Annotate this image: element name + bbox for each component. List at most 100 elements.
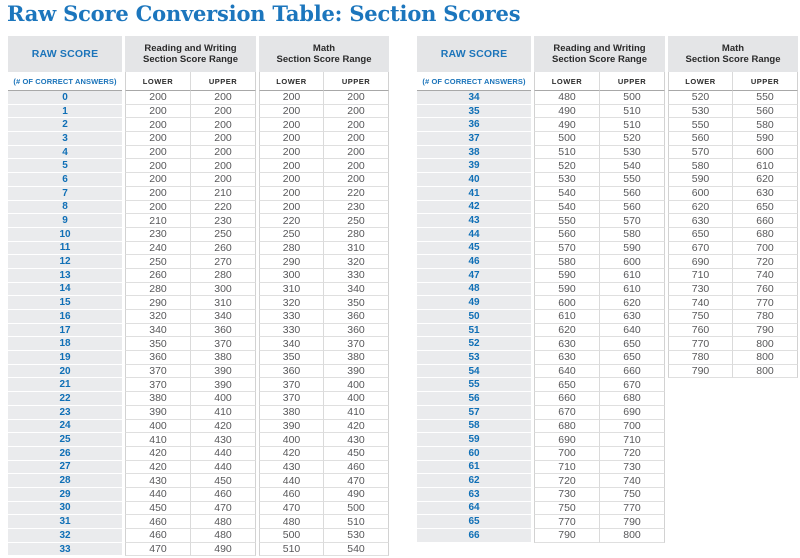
rw-lower-cell: 540	[534, 186, 599, 201]
raw-score-cell: 48	[417, 282, 531, 297]
math-lower-cell: 550	[668, 118, 732, 133]
math-lower-cell: 200	[259, 173, 323, 187]
math-lower-cell: 200	[259, 145, 323, 160]
raw-score-cell: 16	[8, 310, 122, 324]
rw-upper-cell: 730	[599, 460, 665, 475]
rw-upper-cell: 740	[599, 474, 665, 488]
raw-score-cell: 25	[8, 433, 122, 447]
rw-lower-cell: 370	[125, 364, 190, 379]
math-upper-header: UPPER	[323, 72, 389, 91]
raw-score-cell: 58	[417, 419, 531, 434]
rw-upper-cell: 790	[599, 515, 665, 529]
rw-upper-cell: 480	[190, 529, 256, 543]
math-upper-cell: 200	[323, 145, 389, 160]
raw-score-cell: 38	[417, 145, 531, 160]
raw-score-cell: 37	[417, 132, 531, 146]
raw-score-subheader: (# OF CORRECT ANSWERS)	[417, 72, 531, 91]
raw-score-cell: 14	[8, 282, 122, 297]
rw-upper-cell: 470	[190, 501, 256, 516]
raw-score-cell: 18	[8, 337, 122, 352]
rw-lower-cell: 200	[125, 118, 190, 133]
rw-lower-cell: 600	[534, 296, 599, 310]
math-lower-cell: 790	[668, 364, 732, 379]
math-upper-cell: 780	[732, 310, 798, 324]
math-upper-cell: 600	[732, 145, 798, 160]
rw-upper-cell: 260	[190, 241, 256, 256]
conversion-table-right: RAW SCORE Reading and Writing Section Sc…	[417, 36, 798, 543]
math-upper-cell: 760	[732, 282, 798, 297]
rw-upper-cell: 610	[599, 282, 665, 297]
rw-lower-cell: 710	[534, 460, 599, 475]
rw-upper-cell: 440	[190, 446, 256, 461]
math-lower-cell: 520	[668, 91, 732, 105]
rw-upper-cell: 560	[599, 186, 665, 201]
rw-upper-cell: 570	[599, 214, 665, 228]
rw-upper-cell: 230	[190, 214, 256, 228]
rw-upper-cell: 200	[190, 91, 256, 105]
math-lower-cell: 290	[259, 255, 323, 269]
math-lower-cell: 360	[259, 364, 323, 379]
raw-score-cell: 13	[8, 268, 122, 283]
math-upper-cell: 430	[323, 433, 389, 447]
rw-lower-cell: 620	[534, 323, 599, 338]
raw-score-cell: 42	[417, 200, 531, 215]
rw-lower-cell: 520	[534, 159, 599, 174]
rw-upper-cell: 420	[190, 419, 256, 434]
empty-cell	[668, 406, 732, 420]
math-upper-cell: 580	[732, 118, 798, 133]
raw-score-cell: 64	[417, 501, 531, 516]
math-lower-cell: 470	[259, 501, 323, 516]
math-upper-cell: 450	[323, 446, 389, 461]
rw-lower-cell: 660	[534, 392, 599, 406]
math-lower-cell: 430	[259, 460, 323, 475]
rw-lower-cell: 490	[534, 118, 599, 133]
math-lower-cell: 220	[259, 214, 323, 228]
math-header-line1: Math	[312, 42, 336, 54]
rw-upper-cell: 630	[599, 310, 665, 324]
empty-cell	[732, 392, 798, 406]
math-upper-cell: 360	[323, 323, 389, 338]
math-upper-cell: 380	[323, 351, 389, 365]
raw-score-cell: 26	[8, 446, 122, 461]
math-header-line2: Section Score Range	[685, 54, 781, 65]
math-upper-cell: 250	[323, 214, 389, 228]
math-upper-cell: 800	[732, 351, 798, 365]
rw-upper-cell: 650	[599, 337, 665, 352]
math-lower-cell: 510	[259, 542, 323, 557]
raw-score-cell: 19	[8, 351, 122, 365]
rw-lower-cell: 390	[125, 405, 190, 420]
page-title: Raw Score Conversion Table: Section Scor…	[7, 1, 521, 26]
math-upper-cell: 200	[323, 173, 389, 187]
rw-lower-cell: 200	[125, 91, 190, 105]
math-lower-cell: 760	[668, 323, 732, 338]
rw-upper-cell: 360	[190, 323, 256, 338]
rw-lower-cell: 640	[534, 364, 599, 379]
rw-lower-cell: 490	[534, 104, 599, 119]
rw-lower-cell: 370	[125, 378, 190, 393]
rw-lower-cell: 630	[534, 351, 599, 365]
raw-score-cell: 0	[8, 91, 122, 105]
raw-score-cell: 31	[8, 515, 122, 529]
rw-lower-cell: 450	[125, 501, 190, 516]
rw-lower-cell: 410	[125, 433, 190, 447]
rw-lower-cell: 430	[125, 474, 190, 488]
raw-score-cell: 33	[8, 542, 122, 557]
rw-lower-cell: 470	[125, 542, 190, 557]
rw-upper-cell: 590	[599, 241, 665, 256]
rw-lower-cell: 440	[125, 487, 190, 502]
raw-score-cell: 52	[417, 337, 531, 352]
rw-lower-cell: 200	[125, 159, 190, 174]
raw-score-cell: 53	[417, 351, 531, 365]
rw-upper-cell: 440	[190, 460, 256, 475]
rw-upper-cell: 650	[599, 351, 665, 365]
empty-cell	[668, 378, 732, 392]
rw-upper-cell: 390	[190, 364, 256, 379]
reading-writing-header: Reading and Writing Section Score Range	[534, 36, 665, 72]
math-lower-cell: 200	[259, 159, 323, 174]
math-lower-cell: 200	[259, 104, 323, 119]
math-upper-cell: 500	[323, 501, 389, 516]
rw-lower-cell: 700	[534, 446, 599, 461]
math-lower-cell: 580	[668, 159, 732, 174]
rw-lower-cell: 210	[125, 214, 190, 228]
rw-upper-cell: 280	[190, 268, 256, 283]
